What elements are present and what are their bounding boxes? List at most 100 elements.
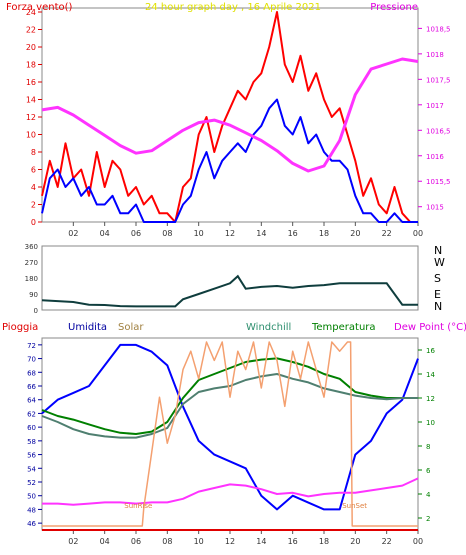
panel1-x-tick-label: 18 xyxy=(319,229,329,238)
panel1-right-tick-label: 1015,5 xyxy=(426,178,451,186)
panel3-x-tick-label: 04 xyxy=(100,537,110,546)
dew-point-line xyxy=(42,477,419,506)
humidity-line xyxy=(41,343,419,511)
panel3-x-tick-label: 16 xyxy=(288,537,298,546)
panel3-legend-entry: Umidita xyxy=(68,322,107,333)
panel3-left-tick-label: 60 xyxy=(27,424,36,432)
panel3-legend-entry: Solar xyxy=(118,322,144,333)
solar-line xyxy=(42,341,418,527)
panel2-compass-label: E xyxy=(434,288,441,301)
panel1-x-tick-label: 00 xyxy=(413,229,423,238)
panel1-right-tick-label: 1016 xyxy=(426,153,444,161)
wind-direction-line xyxy=(41,274,418,308)
sunrise-annotation: SunRise xyxy=(124,502,152,510)
panel3-left-tick-label: 64 xyxy=(27,397,36,405)
panel3-x-tick-label: 20 xyxy=(350,537,360,546)
panel2-compass-label: N xyxy=(434,300,442,313)
panel2-compass-label: W xyxy=(434,256,445,269)
panel1-left-tick-label: 0 xyxy=(31,218,36,227)
panel2-y-tick-label: 0 xyxy=(34,307,38,315)
panel3-left-tick-label: 68 xyxy=(27,369,36,377)
panel1-left-tick-label: 20 xyxy=(26,43,36,52)
panel1-left-tick-label: 14 xyxy=(26,96,36,105)
pressure-line xyxy=(41,57,419,173)
panel1-left-tick-label: 16 xyxy=(26,78,36,87)
panel3-left-tick-label: 54 xyxy=(27,465,36,473)
panel1-right-tick-label: 1018,5 xyxy=(426,25,451,33)
panel3-left-tick-label: 58 xyxy=(27,438,36,446)
panel1-x-tick-label: 08 xyxy=(162,229,172,238)
panel1-x-tick-label: 16 xyxy=(288,229,298,238)
panel1-left-tick-label: 2 xyxy=(31,201,36,210)
panel3-x-tick-label: 22 xyxy=(382,537,392,546)
panel1-left-tick-label: 18 xyxy=(26,61,36,70)
panel2-y-tick-label: 360 xyxy=(25,243,38,251)
panel1-x-tick-label: 22 xyxy=(382,229,392,238)
panel3-x-tick-label: 10 xyxy=(194,537,204,546)
panel2-y-tick-label: 90 xyxy=(29,291,38,299)
panel3-left-tick-label: 48 xyxy=(27,506,36,514)
panel3-right-tick-label: 6 xyxy=(426,467,431,475)
panel1-right-tick-label: 1017 xyxy=(426,102,444,110)
panel3-x-tick-label: 00 xyxy=(413,537,423,546)
panel3-legend-entry: Dew Point (°C) xyxy=(394,322,466,333)
panel3-legend-entry: Pioggia xyxy=(2,322,38,333)
panel3-right-tick-label: 2 xyxy=(426,515,430,523)
panel1-x-tick-label: 06 xyxy=(131,229,141,238)
panel2-y-tick-label: 270 xyxy=(25,259,38,267)
panel3-left-tick-label: 66 xyxy=(27,383,36,391)
panel1-right-tick-label: 1017,5 xyxy=(426,76,451,84)
panel3-right-tick-label: 12 xyxy=(426,395,435,403)
panel2-frame xyxy=(41,245,419,311)
panel3-left-tick-label: 56 xyxy=(27,452,36,460)
panel3-right-tick-label: 14 xyxy=(426,371,435,379)
panel1-left-tick-label: 24 xyxy=(26,8,36,17)
panel2-compass-label: N xyxy=(434,244,442,257)
panel1-x-tick-label: 14 xyxy=(256,229,266,238)
panel1-right-tick-label: 1016,5 xyxy=(426,127,451,135)
panel3-left-tick-label: 70 xyxy=(27,356,36,364)
panel1-left-label: Forza vento() xyxy=(6,2,73,13)
panel3-legend-entry: Temperatura xyxy=(311,322,376,333)
windchill-line xyxy=(41,373,418,439)
panel3-x-tick-label: 08 xyxy=(162,537,172,546)
panel1-left-tick-label: 6 xyxy=(31,166,36,175)
panel3-x-tick-label: 06 xyxy=(131,537,141,546)
panel3-legend-entry: Windchill xyxy=(246,322,291,333)
panel2-y-tick-label: 180 xyxy=(25,275,38,283)
panel1-x-tick-label: 10 xyxy=(194,229,204,238)
panel1-x-tick-label: 20 xyxy=(350,229,360,238)
panel1-x-tick-label: 04 xyxy=(100,229,110,238)
sunset-annotation: SunSet xyxy=(342,502,367,510)
panel1-left-tick-label: 12 xyxy=(26,113,36,122)
panel3-left-tick-label: 72 xyxy=(27,342,36,350)
panel1-x-tick-label: 12 xyxy=(225,229,235,238)
panel1-x-tick-label: 02 xyxy=(68,229,78,238)
panel3-frame xyxy=(41,337,419,531)
panel1-left-tick-label: 8 xyxy=(31,148,36,157)
panel3-left-tick-label: 62 xyxy=(27,410,36,418)
panel2-compass-label: S xyxy=(434,272,441,285)
panel1-right-tick-label: 1015 xyxy=(426,204,444,212)
panel3-left-tick-label: 50 xyxy=(27,493,36,501)
temperature-line xyxy=(41,357,418,435)
panel3-right-tick-label: 8 xyxy=(426,443,430,451)
wind-gust-line xyxy=(41,11,418,223)
panel3-left-tick-label: 52 xyxy=(27,479,36,487)
panel3-x-tick-label: 18 xyxy=(319,537,329,546)
panel1-left-tick-label: 22 xyxy=(26,26,36,35)
panel3-x-tick-label: 12 xyxy=(225,537,235,546)
panel1-right-tick-label: 1018 xyxy=(426,51,444,59)
panel3-x-tick-label: 02 xyxy=(68,537,78,546)
panel1-left-tick-label: 4 xyxy=(31,183,36,192)
panel1-title: 24 hour graph day , 16 Aprile 2021 xyxy=(145,2,321,13)
panel3-left-tick-label: 46 xyxy=(27,520,36,528)
panel1-left-tick-label: 10 xyxy=(26,131,36,140)
panel1-right-label: Pressione xyxy=(370,2,418,13)
panel3-right-tick-label: 16 xyxy=(426,347,435,355)
wind-speed-line xyxy=(41,98,418,223)
panel3-right-tick-label: 10 xyxy=(426,419,435,427)
panel3-x-tick-label: 14 xyxy=(256,537,266,546)
